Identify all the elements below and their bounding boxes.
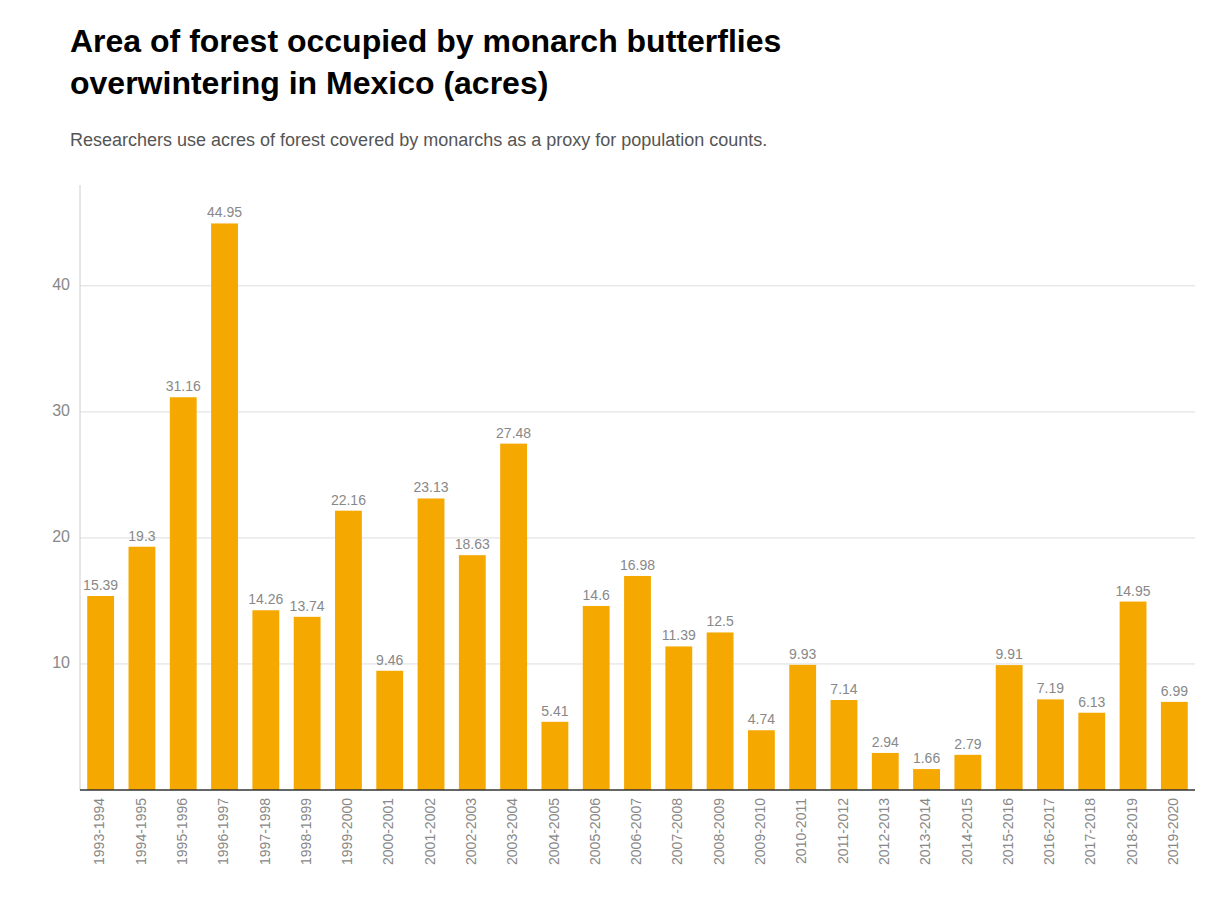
bar xyxy=(748,730,775,790)
x-tick-label: 2002-2003 xyxy=(463,798,479,865)
data-label: 16.98 xyxy=(620,557,655,573)
data-label: 23.13 xyxy=(413,479,448,495)
title: Area of forest occupied by monarch butte… xyxy=(70,23,781,59)
bar xyxy=(87,596,114,790)
data-label: 7.14 xyxy=(830,681,857,697)
bar xyxy=(872,753,899,790)
x-tick-label: 2001-2002 xyxy=(422,798,438,865)
bar xyxy=(831,700,858,790)
x-tick-label: 1993-1994 xyxy=(91,798,107,865)
grid-line xyxy=(80,411,1195,412)
bar xyxy=(294,617,321,790)
bar xyxy=(1037,699,1064,790)
data-label: 5.41 xyxy=(541,703,568,719)
data-label: 27.48 xyxy=(496,425,531,441)
x-tick-label: 1995-1996 xyxy=(174,798,190,865)
data-label: 14.6 xyxy=(583,587,610,603)
title: overwintering in Mexico (acres) xyxy=(70,65,548,101)
bar xyxy=(541,722,568,790)
subtitle: Researchers use acres of forest covered … xyxy=(70,130,767,150)
x-tick-label: 2016-2017 xyxy=(1041,798,1057,865)
bar xyxy=(170,397,197,790)
data-label: 44.95 xyxy=(207,204,242,220)
x-tick-label: 2003-2004 xyxy=(504,798,520,865)
data-label: 22.16 xyxy=(331,492,366,508)
x-tick-label: 2013-2014 xyxy=(917,798,933,865)
data-label: 15.39 xyxy=(83,577,118,593)
data-label: 14.95 xyxy=(1116,583,1151,599)
y-axis-line xyxy=(80,185,81,790)
y-tick-label: 10 xyxy=(52,654,70,671)
x-tick-label: 2004-2005 xyxy=(546,798,562,865)
x-tick-label: 2018-2019 xyxy=(1124,798,1140,865)
data-label: 13.74 xyxy=(290,598,325,614)
x-tick-label: 2007-2008 xyxy=(669,798,685,865)
bar xyxy=(500,444,527,790)
x-tick-label: 2005-2006 xyxy=(587,798,603,865)
data-label: 6.13 xyxy=(1078,694,1105,710)
grid-line xyxy=(80,285,1195,286)
bar xyxy=(996,665,1023,790)
data-label: 7.19 xyxy=(1037,680,1064,696)
x-tick-label: 1994-1995 xyxy=(133,798,149,865)
data-label: 9.91 xyxy=(996,646,1023,662)
bar xyxy=(789,665,816,790)
data-label: 6.99 xyxy=(1161,683,1188,699)
y-tick-label: 30 xyxy=(52,402,70,419)
data-label: 4.74 xyxy=(748,711,775,727)
x-tick-label: 2015-2016 xyxy=(1000,798,1016,865)
x-tick-label: 2010-2011 xyxy=(793,798,809,864)
bars xyxy=(87,223,1188,790)
data-label: 2.79 xyxy=(954,736,981,752)
bar xyxy=(913,769,940,790)
data-label: 31.16 xyxy=(166,378,201,394)
bar xyxy=(954,755,981,790)
bar xyxy=(1120,602,1147,790)
bar xyxy=(1161,702,1188,790)
x-tick-label: 2017-2018 xyxy=(1082,798,1098,865)
bar xyxy=(583,606,610,790)
data-label: 19.3 xyxy=(128,528,155,544)
data-label: 14.26 xyxy=(248,591,283,607)
bar xyxy=(665,646,692,790)
data-label: 18.63 xyxy=(455,536,490,552)
bar xyxy=(624,576,651,790)
grid-line xyxy=(80,537,1195,538)
data-label: 9.46 xyxy=(376,652,403,668)
x-tick-label: 2014-2015 xyxy=(959,798,975,865)
x-tick-label: 2011-2012 xyxy=(835,798,851,864)
x-axis-line xyxy=(80,789,1195,791)
x-tick-label: 2008-2009 xyxy=(711,798,727,865)
x-tick-label: 2012-2013 xyxy=(876,798,892,865)
bar xyxy=(335,511,362,790)
data-label: 12.5 xyxy=(706,613,733,629)
x-tick-label: 1997-1998 xyxy=(257,798,273,865)
x-tick-label: 2009-2010 xyxy=(752,798,768,865)
bar xyxy=(129,547,156,790)
x-tick-label: 2006-2007 xyxy=(628,798,644,865)
bar xyxy=(376,671,403,790)
bar xyxy=(707,632,734,790)
data-label: 9.93 xyxy=(789,646,816,662)
y-tick-label: 20 xyxy=(52,528,70,545)
bar xyxy=(418,498,445,790)
x-tick-label: 1999-2000 xyxy=(339,798,355,865)
data-label: 2.94 xyxy=(872,734,899,750)
x-tick-label: 2000-2001 xyxy=(380,798,396,865)
x-tick-label: 1998-1999 xyxy=(298,798,314,865)
bar xyxy=(211,223,238,790)
data-label: 11.39 xyxy=(662,627,696,643)
bar xyxy=(1078,713,1105,790)
x-tick-label: 1996-1997 xyxy=(215,798,231,865)
chart: Area of forest occupied by monarch butte… xyxy=(0,0,1222,898)
x-tick-label: 2019-2020 xyxy=(1165,798,1181,865)
bar xyxy=(252,610,279,790)
data-label: 1.66 xyxy=(913,750,940,766)
y-tick-label: 40 xyxy=(52,276,70,293)
bar xyxy=(459,555,486,790)
